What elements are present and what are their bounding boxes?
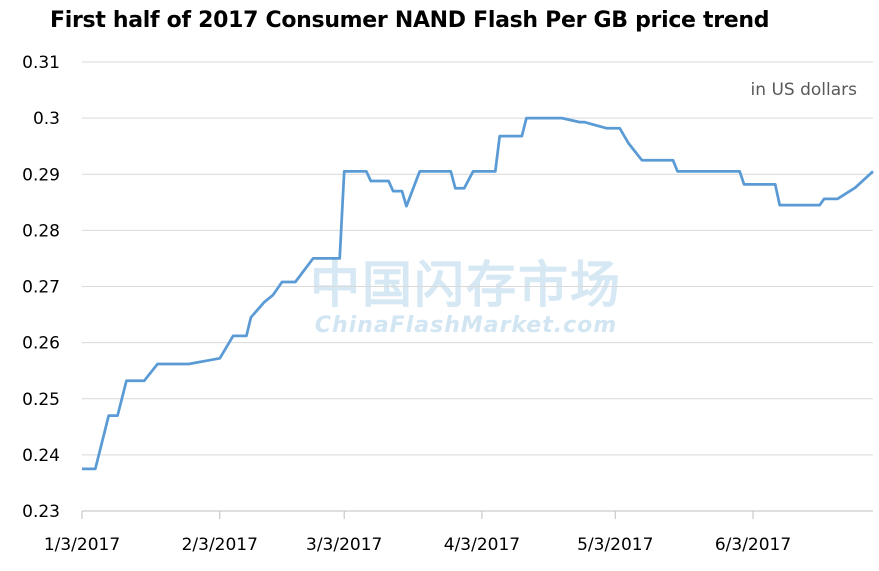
series-group — [82, 116, 874, 471]
y-axis-ticks: 0.23 0.24 0.25 0.26 0.27 0.28 0.29 0.3 0.31 — [22, 53, 60, 522]
x-tick-label: 6/3/2017 — [715, 535, 791, 555]
x-tick-label: 2/3/2017 — [182, 535, 258, 555]
y-tick-label: 0.3 — [33, 109, 60, 129]
y-tick-label: 0.27 — [22, 278, 60, 298]
y-tick-label: 0.24 — [22, 446, 60, 466]
y-tick-label: 0.23 — [22, 502, 60, 522]
x-tick-label: 1/3/2017 — [44, 535, 120, 555]
y-tick-label: 0.29 — [22, 165, 60, 185]
y-tick-label: 0.26 — [22, 334, 60, 354]
y-tick-label: 0.28 — [22, 221, 60, 241]
chart-title: First half of 2017 Consumer NAND Flash P… — [50, 8, 770, 33]
price-series-line — [82, 116, 874, 471]
x-axis: 1/3/2017 2/3/2017 3/3/2017 4/3/2017 5/3/2017… — [44, 510, 873, 555]
x-tick-label: 3/3/2017 — [306, 535, 382, 555]
x-tick-label: 4/3/2017 — [444, 535, 520, 555]
y-tick-label: 0.31 — [22, 53, 60, 73]
y-tick-label: 0.25 — [22, 390, 60, 410]
x-tick-label: 5/3/2017 — [577, 535, 653, 555]
units-note: in US dollars — [750, 80, 857, 100]
gridlines — [82, 61, 873, 456]
